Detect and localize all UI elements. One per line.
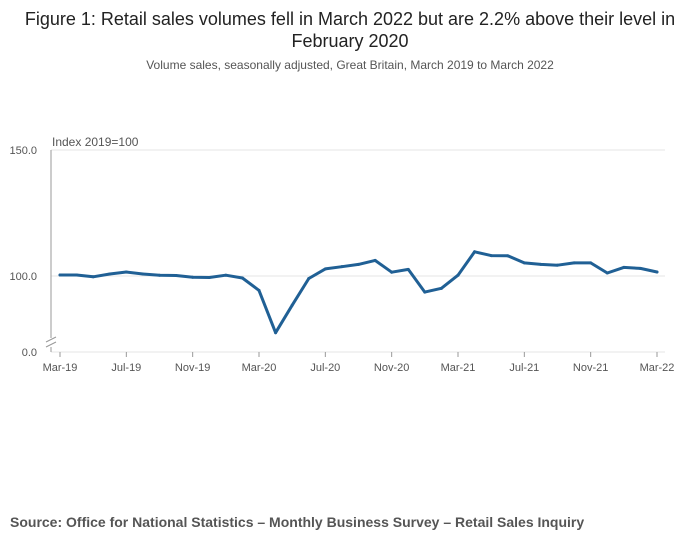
data-point <box>340 265 344 269</box>
x-tick-label: Jul-19 <box>111 362 141 374</box>
data-point <box>58 273 62 277</box>
axis-layer <box>45 150 658 357</box>
data-point <box>638 266 642 270</box>
data-point <box>589 261 593 265</box>
x-tick-label: Mar-19 <box>43 362 78 374</box>
axis-break-mark <box>45 341 57 348</box>
data-point <box>439 286 443 290</box>
data-point <box>257 288 261 292</box>
data-point <box>207 276 211 280</box>
data-point <box>307 277 311 281</box>
data-point <box>423 290 427 294</box>
data-point <box>323 267 327 271</box>
x-tick-label: Mar-22 <box>640 362 675 374</box>
x-tick-labels: Mar-19 Jul-19 Nov-19 Mar-20 Jul-20 Nov-20 Mar-… <box>43 362 675 374</box>
data-point <box>240 276 244 280</box>
data-point <box>622 265 626 269</box>
data-point <box>290 303 294 307</box>
data-point <box>506 254 510 258</box>
data-point <box>75 273 79 277</box>
axis-break-mark <box>45 336 57 343</box>
data-point <box>124 270 128 274</box>
data-point <box>158 273 161 277</box>
data-point <box>572 261 576 265</box>
y-tick-label: 100.0 <box>9 271 37 283</box>
x-tick-label: Nov-21 <box>573 362 608 374</box>
data-point <box>456 273 460 277</box>
data-point <box>274 331 278 335</box>
chart-subtitle: Volume sales, seasonally adjusted, Great… <box>146 58 554 72</box>
y-tick-label: 0.0 <box>22 347 37 359</box>
data-point <box>406 267 410 271</box>
series-layer <box>58 250 659 335</box>
data-point <box>556 263 559 267</box>
data-point <box>655 270 659 274</box>
x-tick-label: Mar-21 <box>441 362 476 374</box>
x-tick-label: Jul-21 <box>509 362 539 374</box>
data-point <box>373 258 377 262</box>
x-tick-label: Jul-20 <box>310 362 340 374</box>
source-note: Source: Office for National Statistics –… <box>10 514 585 530</box>
data-point <box>174 273 178 277</box>
data-point <box>224 273 228 277</box>
data-point <box>357 262 360 266</box>
y-tick-label: 150.0 <box>9 145 37 157</box>
data-point <box>489 254 493 258</box>
data-point <box>108 272 112 276</box>
grid-layer <box>51 149 665 353</box>
data-point <box>390 270 394 274</box>
data-point <box>141 272 145 276</box>
data-point <box>91 275 95 279</box>
x-tick-label: Nov-19 <box>175 362 210 374</box>
x-tick-label: Nov-20 <box>374 362 409 374</box>
y-axis-title: Index 2019=100 <box>52 135 139 149</box>
data-point <box>473 250 477 254</box>
data-point <box>522 261 526 265</box>
data-point <box>539 262 543 266</box>
data-point <box>605 271 609 275</box>
chart-title: Figure 1: Retail sales volumes fell in M… <box>24 9 676 51</box>
x-tick-label: Mar-20 <box>242 362 277 374</box>
y-tick-labels: 0.0 100.0 150.0 <box>9 145 37 359</box>
data-point <box>191 275 195 279</box>
